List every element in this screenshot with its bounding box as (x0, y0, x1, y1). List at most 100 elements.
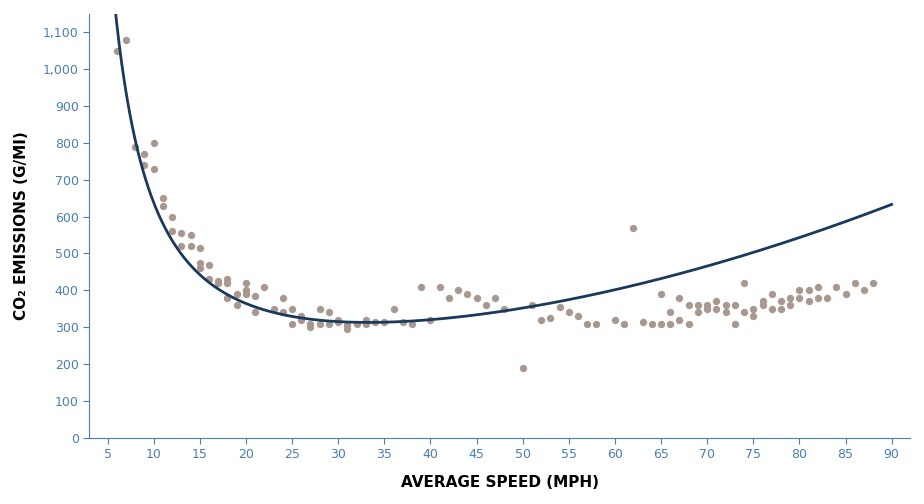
Point (414, 283, 429, 291)
Point (755, 301, 770, 309)
Point (746, 312, 760, 320)
Point (460, 290, 475, 298)
Point (681, 320, 696, 328)
Point (663, 320, 677, 328)
Point (479, 301, 493, 309)
Point (764, 290, 779, 298)
Point (349, 320, 364, 328)
Point (736, 279, 751, 287)
Point (248, 292, 262, 300)
Point (303, 323, 318, 331)
Point (469, 294, 484, 302)
Point (164, 213, 179, 221)
Point (238, 290, 253, 298)
Point (220, 275, 235, 283)
Point (847, 279, 862, 287)
Point (690, 308, 705, 317)
Point (653, 290, 668, 298)
Point (709, 305, 723, 313)
Point (773, 297, 788, 305)
Point (137, 150, 152, 158)
Point (616, 320, 631, 328)
Point (359, 316, 373, 324)
Point (340, 325, 355, 333)
Point (718, 301, 733, 309)
Point (516, 364, 530, 372)
Point (128, 143, 142, 151)
Point (238, 286, 253, 294)
Point (211, 279, 225, 287)
Point (340, 322, 355, 330)
Point (183, 242, 198, 250)
Point (164, 227, 179, 235)
Point (331, 318, 346, 326)
Point (294, 312, 309, 320)
Point (192, 259, 207, 267)
Point (820, 294, 834, 302)
Point (275, 308, 290, 317)
Point (432, 283, 447, 291)
Point (718, 308, 733, 317)
Point (829, 283, 844, 291)
X-axis label: AVERAGE SPEED (MPH): AVERAGE SPEED (MPH) (401, 475, 599, 490)
Point (699, 301, 714, 309)
Point (746, 305, 760, 313)
Point (580, 320, 595, 328)
Point (590, 320, 604, 328)
Point (534, 316, 549, 324)
Point (211, 277, 225, 285)
Point (368, 318, 383, 326)
Point (146, 139, 161, 147)
Point (497, 305, 512, 313)
Point (792, 294, 807, 302)
Point (322, 320, 336, 328)
Point (312, 305, 327, 313)
Point (736, 308, 751, 317)
Point (727, 301, 742, 309)
Point (229, 301, 244, 309)
Point (285, 320, 299, 328)
Point (755, 297, 770, 305)
Point (801, 286, 816, 294)
Point (192, 264, 207, 272)
Point (644, 320, 659, 328)
Point (451, 286, 466, 294)
Point (118, 36, 133, 44)
Point (322, 308, 336, 317)
Point (155, 202, 170, 210)
Point (543, 314, 558, 322)
Point (810, 294, 825, 302)
Point (783, 294, 797, 302)
Point (553, 303, 567, 311)
Point (220, 279, 235, 287)
Point (137, 161, 152, 169)
Point (672, 316, 687, 324)
Point (672, 294, 687, 302)
Point (442, 294, 456, 302)
Point (690, 301, 705, 309)
Point (303, 320, 318, 328)
Point (192, 244, 207, 252)
Point (562, 308, 577, 317)
Point (488, 294, 503, 302)
Point (571, 312, 586, 320)
Point (838, 290, 853, 298)
Point (792, 286, 807, 294)
Point (220, 294, 235, 302)
Point (681, 301, 696, 309)
Point (201, 261, 216, 269)
Point (626, 224, 640, 232)
Point (155, 194, 170, 202)
Point (201, 275, 216, 283)
Point (238, 279, 253, 287)
Point (635, 318, 650, 326)
Point (423, 316, 438, 324)
Point (395, 318, 410, 326)
Point (783, 301, 797, 309)
Point (607, 316, 622, 324)
Point (229, 290, 244, 298)
Point (866, 279, 881, 287)
Point (331, 316, 346, 324)
Point (285, 305, 299, 313)
Point (275, 294, 290, 302)
